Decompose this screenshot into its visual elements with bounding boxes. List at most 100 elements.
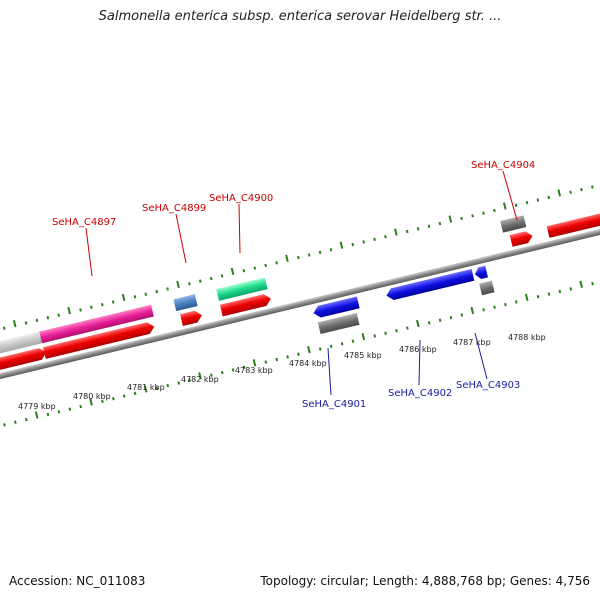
outer-ruler-tick <box>121 293 126 302</box>
gene-arrow-forward-6 <box>546 207 600 238</box>
inner-ruler-tick <box>536 295 540 299</box>
inner-ruler-tick <box>514 300 518 304</box>
outer-ruler-tick <box>591 185 594 189</box>
inner-ruler-tick <box>558 289 562 294</box>
kbp-labels: 4779 kbp 4780 kbp 4781 kbp 4782 kbp 4783… <box>18 333 546 411</box>
gene-label-c4902: SeHA_C4902 <box>388 388 452 399</box>
outer-ruler-tick <box>67 306 71 315</box>
kbp-label-4783: 4783 kbp <box>235 366 273 375</box>
outer-ruler-tick <box>438 221 442 226</box>
inner-ruler-tick <box>46 412 50 417</box>
map-title: Salmonella enterica subsp. enterica sero… <box>98 9 502 24</box>
gene-label-c4904: SeHA_C4904 <box>471 160 535 171</box>
inner-ruler-tick <box>101 399 104 403</box>
outer-ruler-tick <box>155 289 159 294</box>
gene-block-gray-c4903 <box>479 280 495 296</box>
inner-ruler-tick <box>449 315 453 320</box>
outer-ruler-tick <box>525 201 529 205</box>
inner-ruler-tick <box>79 404 82 409</box>
inner-ruler-tick <box>14 420 17 424</box>
outer-ruler-tick <box>384 235 387 239</box>
outer-ruler-tick <box>264 263 267 268</box>
inner-ruler-tick <box>482 308 485 312</box>
inner-ruler-tick <box>340 342 344 346</box>
inner-ruler-tick <box>318 347 322 351</box>
outer-ruler-tick <box>416 227 420 231</box>
outer-ruler-tick <box>329 248 333 252</box>
outer-ruler-tick <box>2 326 6 330</box>
inner-ruler-tick <box>68 407 72 411</box>
gene-arrow-forward-5 <box>509 231 533 247</box>
inner-ruler-tick <box>89 398 93 406</box>
inner-ruler-tick <box>427 321 431 325</box>
outer-ruler-tick <box>536 198 540 202</box>
outer-ruler-tick <box>362 240 365 244</box>
outer-ruler-tick <box>482 211 485 215</box>
outer-ruler-tick <box>166 287 169 291</box>
outer-ruler-tick <box>90 305 93 309</box>
inner-ruler-tick <box>286 355 289 359</box>
outer-ruler-tick <box>46 316 50 320</box>
inner-ruler-tick <box>155 386 159 390</box>
outer-ruler-tick <box>502 202 507 210</box>
genome-track <box>0 185 600 427</box>
inner-ruler-tick <box>34 411 39 419</box>
gene-label-c4901: SeHA_C4901 <box>302 399 366 410</box>
inner-ruler-tick <box>395 329 398 333</box>
inner-ruler-tick <box>438 318 442 322</box>
outer-ruler-tick <box>176 280 180 289</box>
outer-ruler-tick <box>514 203 518 208</box>
kbp-label-4785: 4785 kbp <box>344 351 382 360</box>
inner-ruler-tick <box>384 331 387 336</box>
inner-ruler-tick <box>188 378 191 383</box>
callout-line-c4899 <box>175 213 187 264</box>
inner-ruler-tick <box>579 280 583 288</box>
gene-arrow-forward-1 <box>0 348 47 378</box>
outer-ruler-tick <box>220 274 224 278</box>
outer-ruler-tick <box>297 255 300 260</box>
gene-arrow-reverse-3 <box>474 265 488 280</box>
gene-block-teal <box>216 277 268 301</box>
kbp-label-4784: 4784 kbp <box>289 359 327 368</box>
gene-label-c4897: SeHA_C4897 <box>52 217 116 228</box>
inner-ruler-tick <box>143 385 148 393</box>
outer-ruler-tick <box>557 189 562 197</box>
inner-ruler-tick <box>166 383 170 388</box>
outer-ruler-tick <box>79 308 82 312</box>
outer-ruler-tick <box>405 229 409 234</box>
outer-ruler-tick <box>547 195 551 200</box>
gene-arrow-reverse-1 <box>313 296 360 318</box>
outer-ruler-tick <box>24 321 28 325</box>
inner-ruler-tick <box>470 306 475 315</box>
outer-ruler-tick <box>144 292 148 296</box>
genome-summary-text: Topology: circular; Length: 4,888,768 bp… <box>260 574 590 588</box>
inner-ruler-tick <box>329 344 333 349</box>
outer-ruler-tick <box>580 187 583 192</box>
inner-ruler-tick <box>493 305 496 309</box>
outer-ruler-tick <box>275 261 278 265</box>
gene-block-magenta <box>39 304 154 344</box>
inner-ruler-tick <box>242 365 246 370</box>
outer-ruler-tick <box>339 241 344 249</box>
outer-ruler-tick <box>448 215 453 223</box>
inner-ruler-tick <box>591 281 594 286</box>
outer-ruler-tick <box>35 318 39 323</box>
inner-ruler-tick <box>361 332 366 341</box>
inner-ruler-tick <box>416 319 420 328</box>
inner-ruler-tick <box>198 372 202 380</box>
inner-tick-ruler <box>3 280 594 427</box>
inner-ruler-tick <box>57 410 61 414</box>
gene-arrow-reverse-2 <box>386 268 475 301</box>
genome-backbone <box>0 221 600 387</box>
callout-line-c4900 <box>238 203 241 254</box>
inner-ruler-tick <box>3 423 6 427</box>
kbp-label-4781: 4781 kbp <box>127 383 165 392</box>
outer-ruler-tick <box>253 266 257 270</box>
accession-text: Accession: NC_011083 <box>9 574 146 588</box>
outer-ruler-tick <box>373 237 376 241</box>
outer-ruler-tick <box>209 276 213 281</box>
inner-ruler-tick <box>569 287 573 291</box>
inner-ruler-tick <box>297 352 300 356</box>
callout-line-c4901 <box>327 347 332 396</box>
